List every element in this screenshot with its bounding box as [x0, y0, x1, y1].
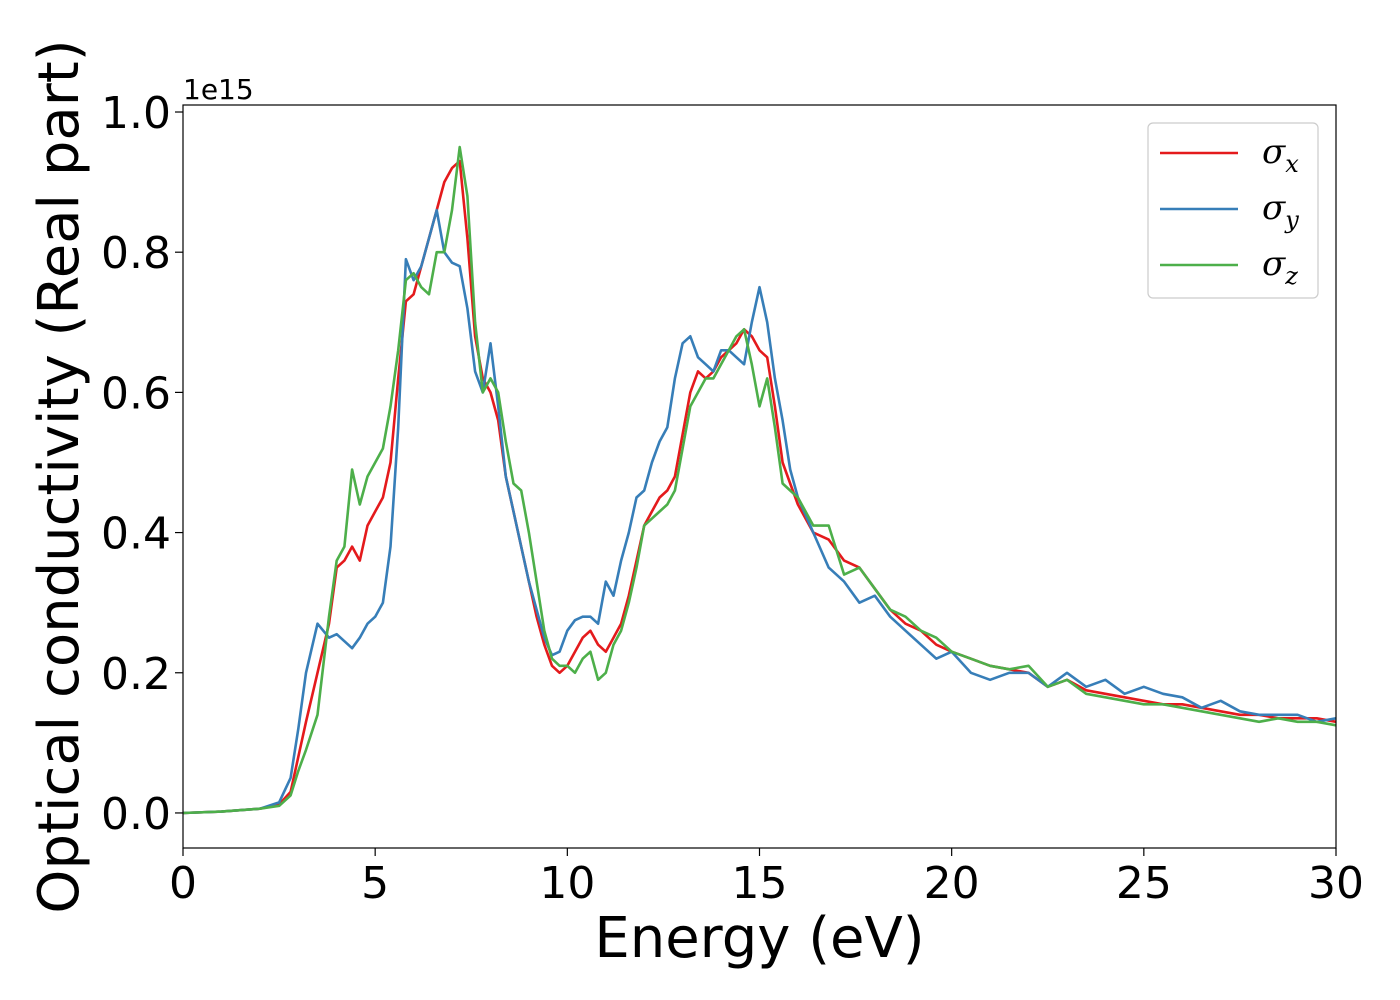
x-tick-label: 15 — [732, 858, 788, 909]
y-offset-label: 1e15 — [183, 73, 254, 106]
y-tick-label: 0.4 — [101, 509, 171, 560]
x-tick-label: 10 — [539, 858, 595, 909]
y-tick-label: 1.0 — [101, 88, 171, 139]
y-tick-label: 0.8 — [101, 228, 171, 279]
x-tick-label: 25 — [1116, 858, 1172, 909]
legend-box — [1147, 122, 1319, 299]
x-tick-label: 5 — [361, 858, 389, 909]
series-line-y — [182, 208, 1337, 815]
series-line-z — [182, 145, 1337, 815]
y-tick-label: 0.2 — [101, 649, 171, 700]
plot-lines — [182, 145, 1337, 815]
x-tick-label: 0 — [169, 858, 197, 909]
y-tick-label: 0.6 — [101, 368, 171, 419]
series-line-x — [182, 159, 1337, 815]
x-tick-label: 20 — [924, 858, 980, 909]
x-axis-ticks: 0 5 10 15 20 25 30 — [169, 848, 1364, 909]
y-tick-label: 0.0 — [101, 789, 171, 840]
x-axis-label: Energy (eV) — [594, 906, 924, 971]
y-axis-label: Optical conductivity (Real part) — [27, 39, 92, 913]
x-tick-label: 30 — [1308, 858, 1364, 909]
y-axis-ticks: 0.0 0.2 0.4 0.6 0.8 1.0 — [101, 88, 183, 840]
